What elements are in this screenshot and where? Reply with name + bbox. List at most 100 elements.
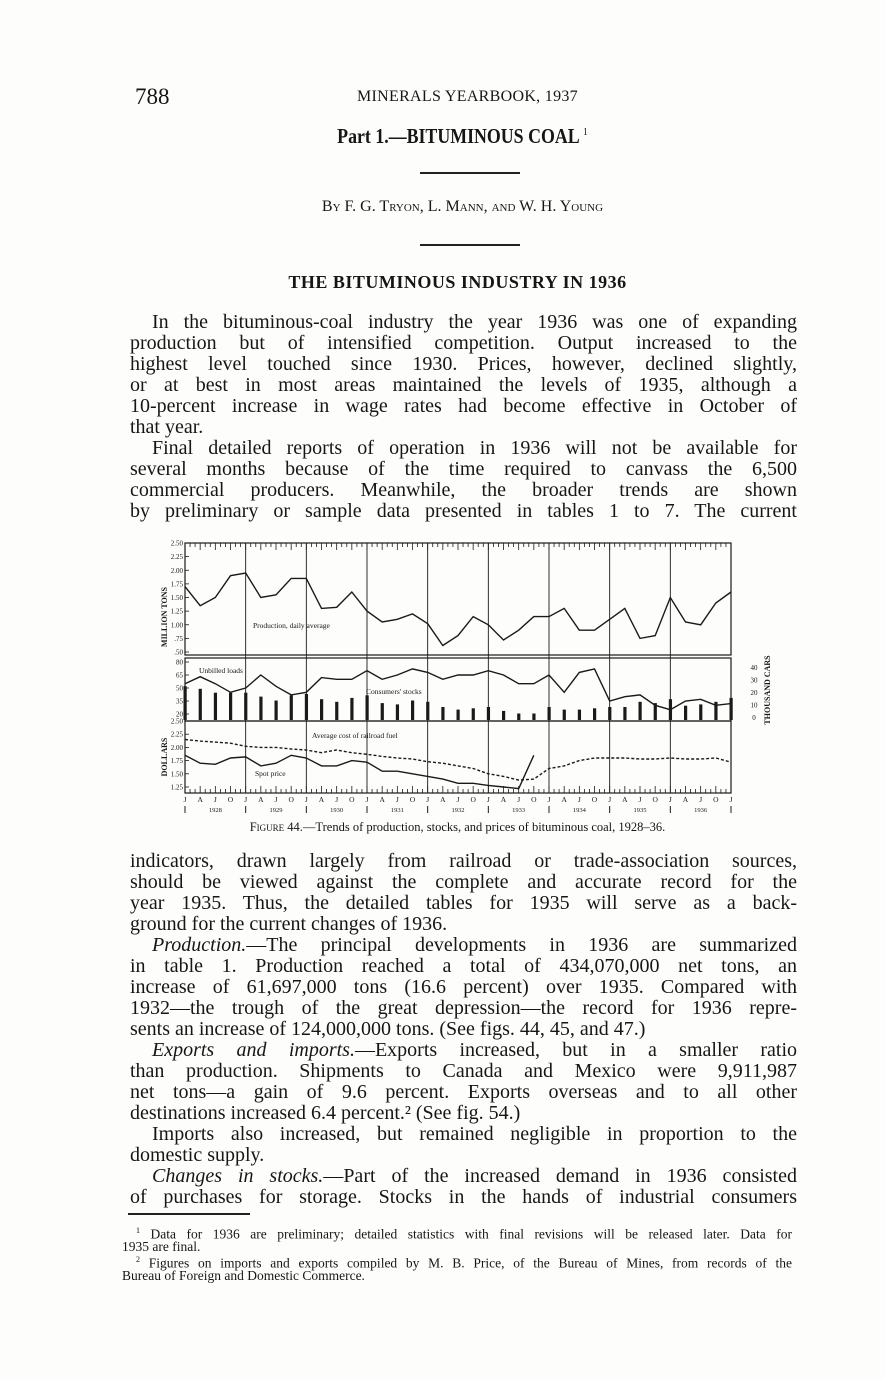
paragraph: Changes in stocks.—Part of the increased… [130,1166,797,1208]
month-label: O [713,795,719,804]
y-tick-label: 1.25 [171,784,184,792]
stocks-bar [502,710,506,720]
stocks-bar [577,709,582,720]
text-line: increase of 61,697,000 tons (16.6 percen… [130,977,797,998]
stocks-bar [304,694,309,720]
stocks-bar [486,707,491,720]
month-label: O [349,795,355,804]
text-line: of purchases for storage. Stocks in the … [130,1187,797,1208]
month-label: J [244,795,247,804]
text-line-content: indicators, drawn largely from railroad … [130,850,797,872]
text-line: Exports and imports.—Exports increased, … [130,1040,797,1061]
footnote-text: Data for 1936 are preliminary; detailed … [150,1226,793,1242]
figure-caption: Figure 44.—Trends of production, stocks,… [15,820,885,835]
stocks-bar [517,713,521,720]
stocks-bar [562,709,566,720]
y-tick-label: .75 [174,635,183,643]
y-tick-label: 1.75 [171,580,184,588]
stocks-bar [395,704,400,720]
series-label: Production, daily average [253,621,331,630]
year-label: 1931 [391,807,404,814]
month-label: J [305,795,308,804]
figure-44-chart: 2.50 2.25 2.00 1.75 1.50 1.25 1.00 .75 .50 MILLIO… [160,540,772,815]
month-label: O [470,795,476,804]
chart-panel-frame [184,542,732,656]
stocks-bar [456,709,460,720]
paragraph: Production.—The principal developments i… [130,935,797,1040]
month-label: J [487,795,490,804]
stocks-bar [441,707,445,720]
y-tick-label: 2.25 [171,731,184,739]
text-line-content: several months because of the time requi… [130,458,797,480]
text-line: should be viewed against the complete an… [130,872,797,893]
stocks-bar [380,703,384,720]
paragraph: Imports also increased, but remained neg… [130,1124,797,1166]
stocks-bar [229,692,233,720]
year-label: 1930 [330,807,343,814]
stocks-bar [183,686,187,720]
month-label: A [379,795,385,804]
text-line-content: ground for the current changes of 1936. [130,913,448,935]
text-line: highest level touched since 1930. Prices… [130,354,797,375]
text-line-content: year 1935. Thus, the detailed tables for… [130,892,797,914]
y-tick-label: 1.25 [171,608,184,616]
footnote-line: Bureau of Foreign and Domestic Commerce. [122,1268,792,1283]
footnote-ref[interactable]: 1 [583,126,588,138]
month-label: J [396,795,399,804]
paragraph: indicators, drawn largely from railroad … [130,851,797,935]
year-label: 1935 [634,807,647,814]
stocks-bar [320,699,324,720]
footnote-number: 1 [136,1226,140,1235]
month-label: J [214,795,217,804]
year-label: 1934 [573,807,587,814]
series-label: Average cost of railroad fuel [312,731,398,740]
month-label: O [288,795,294,804]
text-line: sents an increase of 124,000,000 tons. (… [130,1019,797,1040]
stocks-bar [426,701,430,720]
text-line-content: increase of 61,697,000 tons (16.6 percen… [130,976,797,998]
month-label: A [440,795,446,804]
month-label: O [228,795,234,804]
text-line: commercial producers. Meanwhile, the bro… [130,480,797,501]
year-label: 1933 [512,807,525,814]
running-title: MINERALS YEARBOOK, 1937 [357,88,578,105]
page-number: 788 [135,84,170,109]
text-line: 1932—the trough of the great depression—… [130,998,797,1019]
text-line: in table 1. Production reached a total o… [130,956,797,977]
y-axis-title: MILLION TONS [160,586,169,646]
year-label: 1932 [452,807,465,814]
footnote-line: 1 Data for 1936 are preliminary; detaile… [122,1225,792,1241]
month-label: J [275,795,278,804]
paragraph: Final detailed reports of operation in 1… [130,438,797,522]
text-line: year 1935. Thus, the detailed tables for… [130,893,797,914]
month-label: A [258,795,264,804]
text-line-content: —Exports increased, but in a smaller rat… [354,1039,798,1061]
month-label: J [366,795,369,804]
y-tick-label: .50 [174,649,183,657]
footnote-line: 1935 are final. [122,1240,792,1254]
divider [420,172,520,174]
y-axis-title: DOLLARS [160,737,169,776]
month-label: J [426,795,429,804]
stocks-bar [684,705,688,720]
stocks-bar [365,695,369,720]
month-label: J [669,795,672,804]
stocks-bar [259,696,263,720]
body-text-bottom: indicators, drawn largely from railroad … [130,851,797,1208]
text-line-content: —The principal developments in 1936 are … [246,934,797,956]
stocks-bar [608,707,612,720]
right-y-tick-label: 10 [751,702,759,710]
text-line: net tons—a gain of 9.6 percent. Exports … [130,1082,797,1103]
stocks-bar [699,704,703,720]
run-in-heading: Production. [152,934,247,956]
right-y-tick-label: 0 [752,714,756,722]
figure-caption-text: —Trends of production, stocks, and price… [302,820,666,834]
footnote-line: 2 Figures on imports and exports compile… [122,1254,792,1270]
y-tick-label: 1.00 [171,621,184,629]
text-line: than production. Shipments to Canada and… [130,1061,797,1082]
text-line-content: by preliminary or sample data presented … [130,500,797,522]
text-line-content: Imports also increased, but remained neg… [152,1123,797,1145]
text-line-content: in table 1. Production reached a total o… [130,955,797,977]
y-tick-label: 2.00 [171,744,184,752]
text-line: production but of intensified competitio… [130,333,797,354]
